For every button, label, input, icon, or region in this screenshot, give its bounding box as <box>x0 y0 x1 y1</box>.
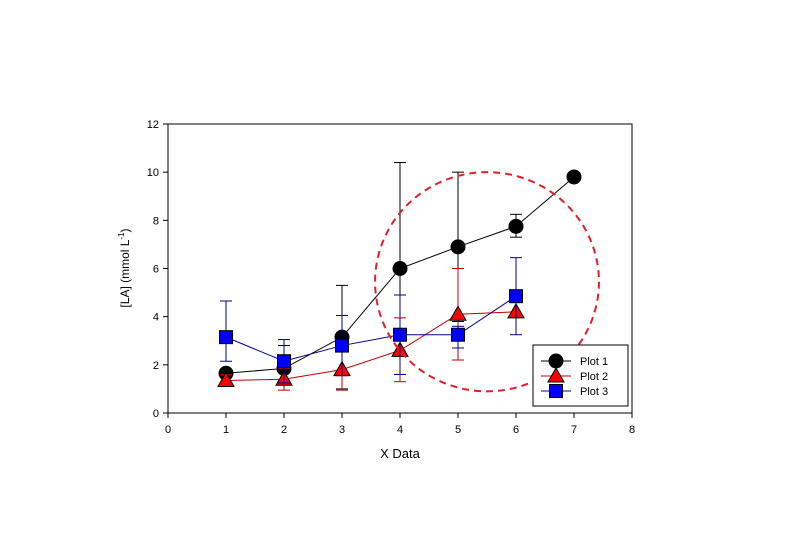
data-point <box>277 354 291 369</box>
series-3 <box>219 257 523 384</box>
legend-label: Plot 2 <box>580 371 608 383</box>
x-tick-label: 3 <box>339 424 345 436</box>
series-line <box>225 311 517 381</box>
y-tick-label: 0 <box>153 408 159 420</box>
dashed-ellipse-annotation <box>374 171 600 393</box>
x-tick-label: 2 <box>281 424 287 436</box>
legend-label: Plot 1 <box>580 356 608 368</box>
data-point <box>508 218 524 234</box>
data-point <box>335 338 349 353</box>
data-point <box>566 169 582 185</box>
data-point <box>450 239 466 255</box>
y-tick-label: 10 <box>147 167 159 179</box>
y-tick-label: 4 <box>153 312 159 324</box>
series-line <box>225 295 517 362</box>
legend-label: Plot 3 <box>580 386 608 398</box>
data-point <box>509 289 523 304</box>
x-tick-label: 4 <box>397 424 403 436</box>
x-tick-label: 8 <box>629 424 635 436</box>
y-tick-label: 6 <box>153 264 159 276</box>
x-tick-label: 1 <box>223 424 229 436</box>
legend-marker <box>547 366 565 383</box>
data-point <box>451 327 465 342</box>
x-tick-label: 6 <box>513 424 519 436</box>
y-axis-label: [LA] (mmol L-1) <box>117 228 132 307</box>
legend-marker <box>549 384 563 398</box>
y-tick-label: 12 <box>147 119 159 131</box>
x-tick-label: 5 <box>455 424 461 436</box>
data-point <box>219 330 233 345</box>
x-tick-label: 7 <box>571 424 577 436</box>
legend-marker <box>548 353 564 369</box>
data-point <box>393 327 407 342</box>
x-tick-label: 0 <box>165 424 171 436</box>
y-tick-label: 2 <box>153 360 159 372</box>
y-tick-label: 8 <box>153 215 159 227</box>
data-point <box>217 371 235 387</box>
x-axis-label: X Data <box>380 446 421 461</box>
data-point <box>392 261 408 276</box>
data-point <box>449 305 467 321</box>
series-2 <box>217 268 525 391</box>
legend-box <box>532 344 629 407</box>
legend: Plot 1 Plot 2 Plot 3 <box>532 344 629 407</box>
